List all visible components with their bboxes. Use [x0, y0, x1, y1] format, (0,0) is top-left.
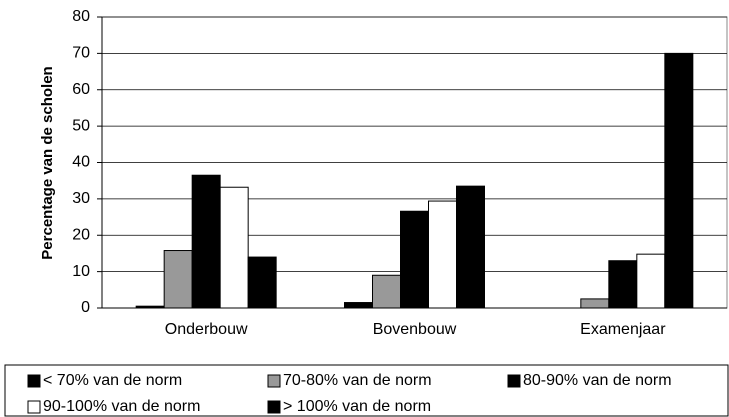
legend-label: 90-100% van de norm — [43, 398, 200, 415]
bar — [428, 200, 457, 309]
legend-label: < 70% van de norm — [43, 372, 182, 389]
x-tick-label: Bovenbouw — [373, 321, 457, 338]
legend-swatch — [507, 374, 521, 388]
y-axis-label: Percentage van de scholen — [39, 66, 56, 259]
bar — [372, 274, 401, 309]
legend-swatch — [267, 374, 281, 388]
bar — [664, 52, 694, 309]
legend-swatch — [27, 374, 41, 388]
bar — [219, 186, 249, 309]
bar — [247, 256, 277, 309]
bar — [344, 302, 373, 309]
y-tick-label: 50 — [72, 117, 90, 134]
bar — [191, 174, 221, 309]
y-tick-label: 10 — [72, 263, 90, 280]
y-tick-label: 0 — [81, 299, 90, 316]
bar — [400, 210, 429, 309]
legend-label: 70-80% van de norm — [283, 372, 432, 389]
legend-label: > 100% van de norm — [283, 398, 431, 415]
legend-label: 80-90% van de norm — [523, 372, 672, 389]
bar — [608, 260, 638, 309]
y-tick-label: 40 — [72, 154, 90, 171]
x-tick-label: Examenjaar — [580, 321, 666, 338]
bar — [636, 253, 666, 309]
bar — [456, 185, 485, 309]
y-tick-label: 60 — [72, 81, 90, 98]
bar — [580, 298, 610, 309]
bar — [163, 250, 193, 309]
x-tick-label: Onderbouw — [165, 321, 248, 338]
legend-swatch — [267, 400, 281, 414]
y-tick-label: 80 — [72, 8, 90, 25]
y-tick-label: 20 — [72, 226, 90, 243]
y-tick-label: 70 — [72, 45, 90, 62]
legend-swatch — [27, 400, 41, 414]
y-tick-label: 30 — [72, 190, 90, 207]
legend-box — [4, 364, 729, 417]
